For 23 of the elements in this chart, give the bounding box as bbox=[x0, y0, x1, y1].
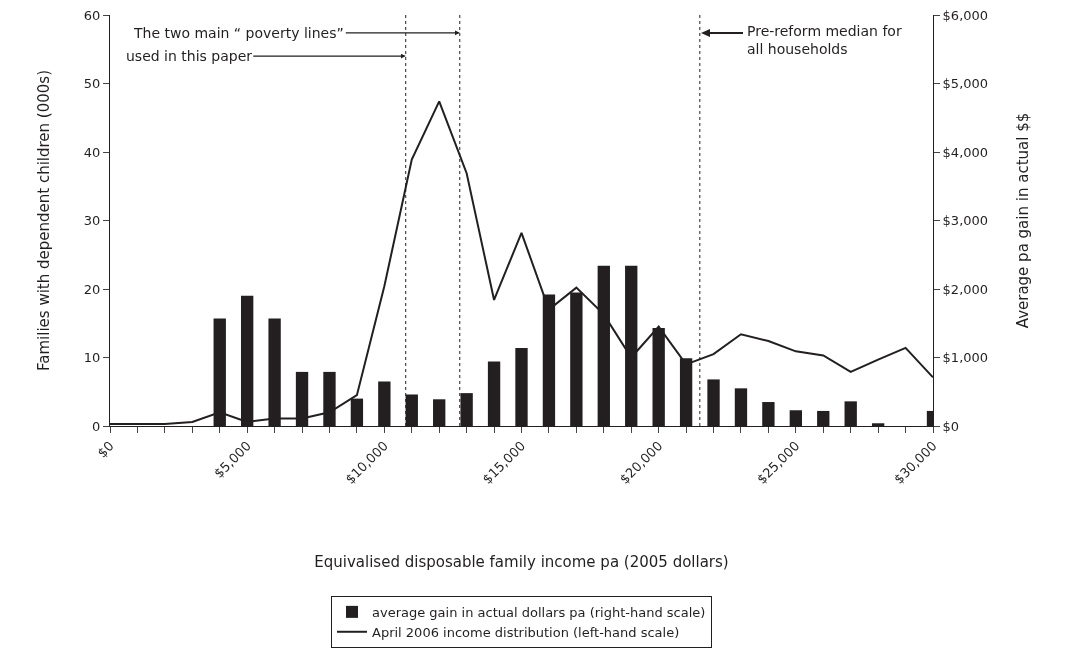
y-tick-label: 50 bbox=[83, 76, 101, 92]
legend-label: average gain in actual dollars pa (right-hand scale) bbox=[372, 604, 706, 620]
legend-label: April 2006 income distribution (left-hand scale) bbox=[372, 624, 680, 640]
x-tick-label: $0 bbox=[94, 438, 117, 461]
y2-tick-label: $4,000 bbox=[942, 144, 989, 160]
y-tick-label: 0 bbox=[92, 418, 101, 434]
y2-tick-label: $2,000 bbox=[942, 281, 989, 297]
annotation: The two main “ poverty lines” bbox=[133, 25, 344, 41]
y-tick-label: 10 bbox=[83, 350, 101, 366]
y-tick-label: 20 bbox=[83, 281, 101, 297]
x-axis-title: Equivalised disposable family income pa (2005 dollars) bbox=[314, 552, 729, 571]
y-tick-label: 40 bbox=[83, 144, 101, 160]
y2-tick-label: $1,000 bbox=[942, 350, 989, 366]
y-axis-title: Families with dependent children (000s) bbox=[35, 70, 54, 371]
y2-tick-label: $0 bbox=[942, 418, 960, 434]
y-tick-label: 60 bbox=[83, 7, 101, 23]
y2-axis-title: Average pa gain in actual $$ bbox=[1014, 112, 1033, 329]
annotation: used in this paper bbox=[126, 48, 253, 64]
annotation: Pre-reform median for all households bbox=[747, 23, 902, 58]
y2-tick-label: $3,000 bbox=[942, 213, 989, 229]
y2-tick-label: $6,000 bbox=[942, 7, 989, 23]
y2-tick-label: $5,000 bbox=[942, 76, 989, 92]
y-tick-label: 30 bbox=[83, 213, 101, 229]
